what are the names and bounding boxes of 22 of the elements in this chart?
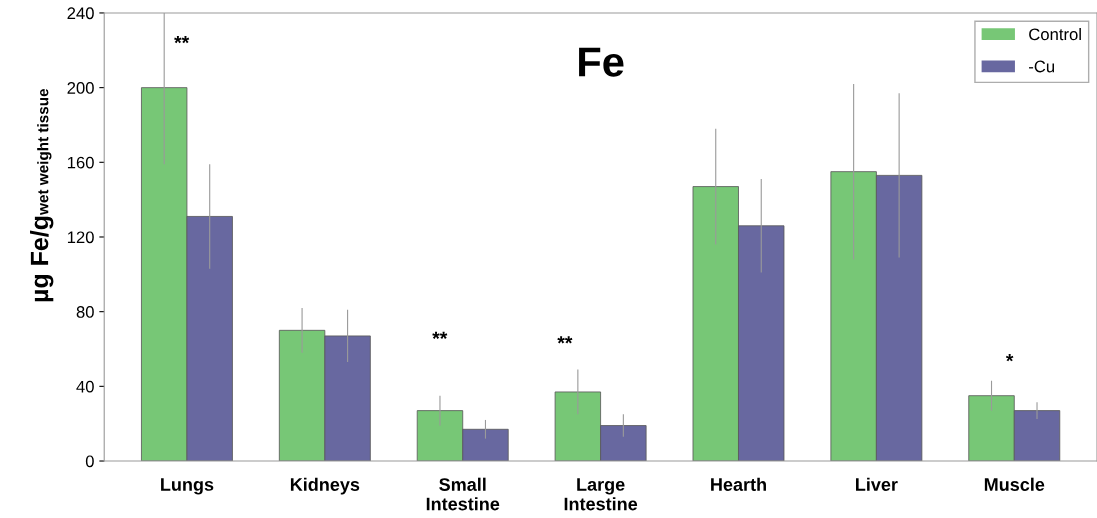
text: Fe: [579, 47, 624, 77]
legend-label: -Cu: [1029, 60, 1055, 73]
x-tick-label: Hearth: [711, 477, 766, 491]
y-tick-label: 200: [67, 82, 94, 94]
annotation: **: [557, 336, 573, 344]
y-axis-title: µg Fe/gwet weight tissue: [29, 88, 54, 302]
annotation: **: [432, 331, 448, 339]
x-tick-label: Muscle: [984, 477, 1045, 491]
y-tick-label: 80: [76, 306, 94, 318]
legend-label: Control: [1029, 27, 1081, 41]
y-tick-label: 40: [76, 380, 94, 393]
y-tick-label: 160: [67, 156, 94, 169]
x-tick-label: Liver: [856, 477, 898, 491]
annotation: **: [174, 35, 190, 44]
y-tick-label: 120: [67, 231, 94, 244]
y-tick-label: 240: [67, 7, 94, 20]
x-tick-label: Kidneys: [290, 477, 360, 495]
y-tick-label: 0: [85, 455, 94, 468]
x-tick-label: Lungs: [161, 478, 214, 495]
annotation: *: [1005, 354, 1014, 362]
x-tick-label: Small Intestine: [426, 477, 500, 511]
x-tick-label: Large Intestine: [564, 478, 638, 511]
